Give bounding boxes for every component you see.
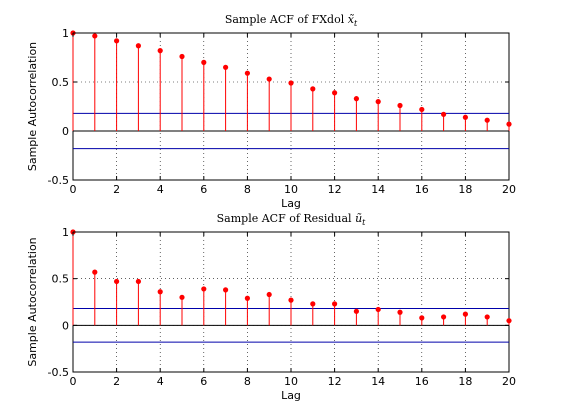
x-tick-label: 10 [284,183,298,196]
stem-marker [114,278,120,285]
x-tick-label: 6 [200,183,207,196]
stem-marker [244,295,250,301]
stem-marker [332,90,338,96]
x-tick-label: 2 [113,375,120,388]
x-tick-label: 18 [458,375,472,388]
x-axis-label: Lag [281,389,301,402]
stem-marker [506,318,512,324]
x-tick-label: 14 [371,183,385,196]
stem-marker [353,308,359,314]
stem-marker [310,301,316,307]
x-tick-label: 0 [70,183,77,196]
stem-marker [223,287,229,293]
chart-title: Sample ACF of Residual ũt [217,212,367,227]
chart-title: Sample ACF of FXdol x̃t [225,13,358,28]
y-tick-label: 0.5 [52,273,70,286]
stem-marker [375,99,381,105]
stem-marker [397,309,403,315]
stem-marker [114,38,120,44]
stem-marker [135,278,141,285]
stem-marker [266,291,272,298]
stem-marker [92,33,98,39]
stem-marker [462,114,468,120]
stems [70,229,512,326]
stem-marker [244,70,250,76]
stem-marker [179,294,185,300]
x-tick-label: 18 [458,183,472,196]
stem-marker [484,314,490,320]
stem-marker [288,80,294,86]
y-axis-label: Sample Autocorrelation [26,42,39,171]
stem-marker [397,102,403,109]
y-tick-label: -0.5 [48,366,69,379]
stem-marker [157,48,163,54]
x-tick-label: 0 [70,375,77,388]
x-tick-label: 20 [502,183,516,196]
stem-marker [419,106,425,113]
y-tick-label: 1 [62,27,69,40]
stem-marker [441,314,447,320]
x-tick-label: 12 [328,183,342,196]
x-tick-label: 4 [157,375,164,388]
x-tick-label: 8 [244,183,251,196]
stem-marker [223,64,229,70]
stem-marker [462,311,468,317]
x-tick-label: 8 [244,375,251,388]
x-tick-label: 20 [502,375,516,388]
x-tick-label: 16 [415,375,429,388]
stem-marker [201,286,207,292]
stem-marker [201,59,207,65]
stem-marker [266,76,272,82]
stem-marker [506,121,512,127]
stem-marker [310,86,316,92]
x-tick-label: 6 [200,375,207,388]
stem-marker [92,269,98,275]
stem-marker [332,301,338,307]
x-axis-label: Lag [281,197,301,210]
stem-marker [353,96,359,102]
y-tick-label: 0.5 [52,76,70,89]
stem-marker [441,111,447,117]
stem-marker [419,315,425,321]
stems [70,30,512,131]
y-tick-label: 0 [62,319,69,332]
x-tick-label: 12 [328,375,342,388]
x-tick-label: 10 [284,375,298,388]
stem-marker [179,53,185,60]
x-tick-label: 4 [157,183,164,196]
y-axis-label: Sample Autocorrelation [26,237,39,366]
x-tick-label: 16 [415,183,429,196]
x-tick-label: 2 [113,183,120,196]
y-tick-label: -0.5 [48,174,69,187]
y-tick-label: 0 [62,125,69,138]
stem-marker [288,297,294,303]
stem-marker [135,43,141,49]
stem-marker [157,289,163,295]
stem-marker [375,306,381,313]
x-tick-label: 14 [371,375,385,388]
stem-marker [484,117,490,123]
y-tick-label: 1 [62,226,69,239]
